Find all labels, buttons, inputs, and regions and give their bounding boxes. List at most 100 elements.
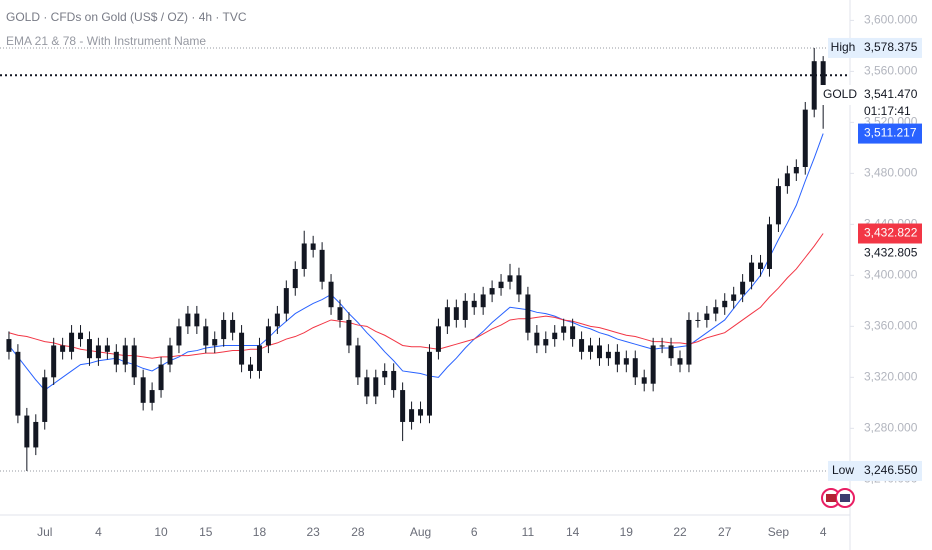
- candle-body: [78, 332, 84, 340]
- candle-body: [784, 173, 790, 187]
- last-price-bg: [820, 85, 922, 106]
- candle-body: [641, 377, 647, 384]
- candle-body: [552, 332, 558, 340]
- candle-body: [176, 326, 182, 346]
- candle-body: [489, 288, 495, 295]
- y-tick-label: 3,480.000: [864, 166, 918, 180]
- candle-body: [382, 370, 388, 378]
- plot-layer: [6, 47, 826, 471]
- candle-body: [400, 390, 406, 422]
- low-name: Low: [832, 463, 854, 477]
- candle-body: [695, 319, 701, 321]
- x-tick-label: 4: [95, 525, 102, 539]
- candle-body: [435, 326, 441, 352]
- flag-icon-stripe: [840, 494, 850, 502]
- y-tick-label: 3,600.000: [864, 13, 918, 27]
- y-tick-label: 3,280.000: [864, 420, 918, 434]
- candle-body: [283, 288, 289, 314]
- candle-body: [292, 268, 298, 289]
- candle-body: [570, 326, 576, 340]
- last-price-name: GOLD: [823, 87, 857, 101]
- candle-body: [194, 313, 200, 327]
- candle-body: [614, 351, 620, 365]
- candle-body: [596, 345, 602, 359]
- high-name-bg: [828, 37, 858, 58]
- candle-body: [534, 332, 540, 346]
- candle-body: [113, 351, 119, 365]
- candle-body: [6, 339, 12, 352]
- candle-body: [704, 313, 710, 320]
- x-tick-label: 28: [351, 525, 365, 539]
- candle-body: [731, 294, 737, 301]
- candle-body: [301, 243, 307, 269]
- x-tick-label: Sep: [768, 525, 790, 539]
- candle-body: [444, 307, 450, 327]
- candle-body: [758, 262, 764, 269]
- candle-body: [462, 300, 468, 320]
- candle-body: [69, 332, 75, 352]
- candle-body: [453, 307, 459, 320]
- candle-body: [346, 319, 352, 346]
- candle-body: [507, 275, 513, 282]
- low-label: 3,246.550: [864, 463, 918, 477]
- candle-body: [149, 390, 155, 403]
- candle-body: [632, 358, 638, 378]
- candle-body: [418, 409, 424, 416]
- x-tick-label: 18: [253, 525, 267, 539]
- candle-body: [319, 249, 325, 282]
- flag-icon-stripe: [826, 494, 836, 502]
- x-tick-label: 11: [522, 525, 535, 539]
- candle-body: [775, 186, 781, 225]
- candle-body: [95, 345, 101, 359]
- candle-body: [623, 358, 629, 365]
- candle-body: [561, 326, 567, 333]
- candle-body: [659, 345, 665, 347]
- candle-body: [650, 345, 656, 384]
- ema-0-bg: [858, 123, 922, 144]
- candle-body: [51, 345, 57, 378]
- candle-body: [274, 313, 280, 327]
- y-tick-label: 3,400.000: [864, 268, 918, 282]
- candle-body: [24, 415, 30, 448]
- high-label: 3,578.375: [864, 40, 918, 54]
- candle-body: [498, 281, 504, 289]
- candle-body: [820, 61, 826, 96]
- candle-body: [328, 281, 334, 308]
- candle-body: [185, 313, 191, 327]
- candle-body: [471, 300, 477, 308]
- candle-body: [579, 339, 585, 352]
- candle-body: [203, 326, 209, 346]
- high-name: High: [831, 40, 856, 54]
- y-tick-label: 3,320.000: [864, 369, 918, 383]
- low-name-bg: [828, 460, 858, 481]
- candle-body: [337, 307, 343, 320]
- x-tick-label: 10: [154, 525, 168, 539]
- grid-layer: [0, 47, 850, 472]
- candle-body: [802, 109, 808, 167]
- candle-body: [364, 377, 370, 397]
- candle-body: [749, 262, 755, 282]
- candle-body: [409, 409, 415, 422]
- y-tick-label: 3,560.000: [864, 64, 918, 78]
- chart-subtitle: EMA 21 & 78 - With Instrument Name: [6, 34, 206, 48]
- candle-body: [248, 364, 254, 371]
- candle-body: [740, 281, 746, 295]
- candle-body: [605, 351, 611, 359]
- candle-body: [793, 166, 799, 174]
- candle-body: [212, 339, 218, 346]
- ema-1-label: 3,432.822: [864, 226, 918, 240]
- candle-body: [722, 300, 728, 308]
- low-bg: [858, 460, 922, 481]
- candle-body: [230, 319, 236, 333]
- candle-body: [525, 294, 531, 333]
- candle-body: [167, 345, 173, 365]
- x-tick-label: 14: [566, 525, 580, 539]
- candle-body: [391, 370, 397, 391]
- candle-body: [122, 345, 128, 365]
- candle-body: [373, 377, 379, 397]
- candle-body: [713, 307, 719, 314]
- candle-body: [516, 275, 522, 295]
- ema-1-bg: [858, 223, 922, 244]
- candle-body: [131, 345, 137, 378]
